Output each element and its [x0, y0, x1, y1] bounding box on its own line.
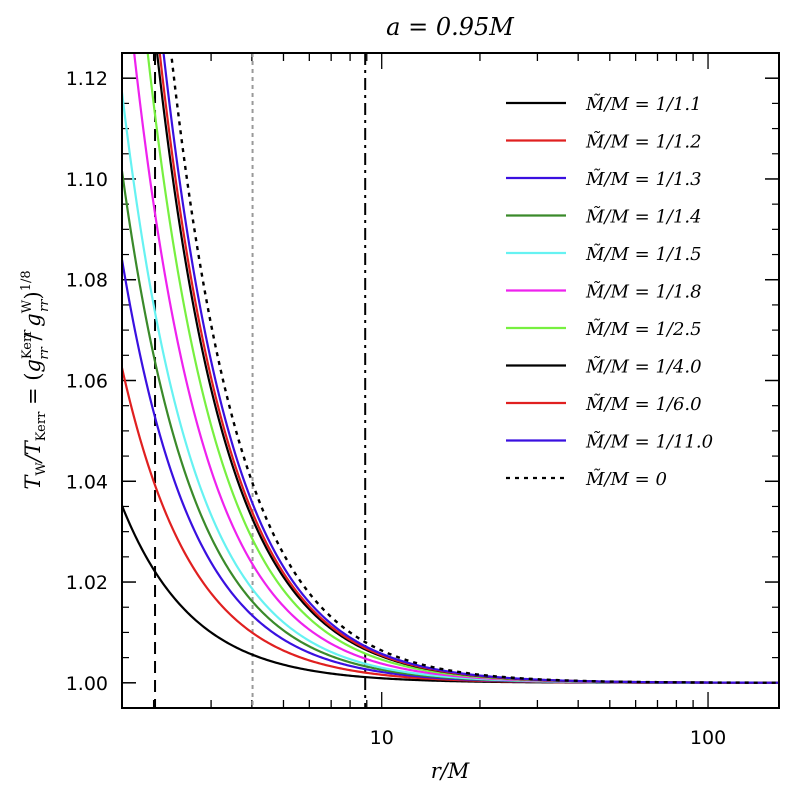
x-tick-label: 10 — [370, 727, 394, 749]
chart-title: a = 0.95M — [386, 13, 515, 41]
legend-label: M̃/M = 1/1.3 — [585, 168, 702, 190]
legend-label: M̃/M = 1/1.5 — [585, 243, 702, 265]
y-tick-label: 1.06 — [66, 371, 108, 393]
series-line-0 — [122, 505, 779, 684]
y-tick-label: 1.02 — [66, 572, 108, 594]
legend-label: M̃/M = 1/6.0 — [585, 393, 702, 415]
y-axis-label: TW/TKerr = (gKerr rr / gW rr)1/8 — [19, 270, 52, 489]
legend-label: M̃/M = 0 — [585, 468, 667, 490]
legend: M̃/M = 1/1.1 M̃/M = 1/1.2 M̃/M = 1/1.3 M̃/M… — [506, 93, 713, 490]
legend-label: M̃/M = 1/11.0 — [585, 430, 713, 452]
y-tick-label: 1.08 — [66, 270, 108, 292]
y-tick-label: 1.04 — [66, 471, 108, 493]
x-axis-label: r/M — [431, 759, 470, 783]
series-group — [122, 53, 779, 684]
legend-label: M̃/M = 1/1.1 — [585, 93, 702, 115]
legend-label: M̃/M = 1/1.2 — [585, 130, 702, 152]
plot-frame — [121, 52, 780, 709]
y-tick-label: 1.10 — [66, 169, 108, 191]
legend-label: M̃/M = 1/1.8 — [585, 280, 702, 302]
series-line-10 — [169, 53, 779, 684]
legend-label: M̃/M = 1/2.5 — [585, 318, 702, 340]
series-line-9 — [162, 53, 779, 684]
legend-label: M̃/M = 1/4.0 — [585, 355, 702, 377]
y-tick-label: 1.12 — [66, 68, 108, 90]
x-tick-label: 100 — [690, 727, 726, 749]
legend-label: M̃/M = 1/1.4 — [585, 205, 702, 227]
y-tick-label: 1.00 — [66, 673, 108, 695]
